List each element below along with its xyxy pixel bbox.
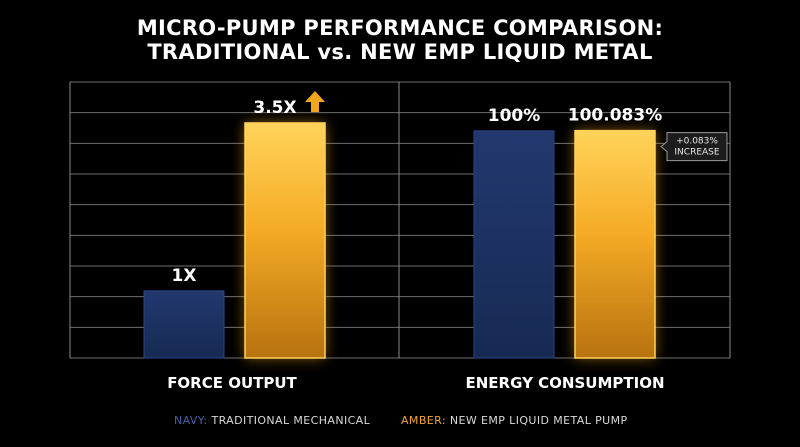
legend-text-navy: TRADITIONAL MECHANICAL — [211, 414, 371, 427]
increase-callout: +0.083%INCREASE — [660, 132, 728, 162]
legend-key-amber: AMBER: — [401, 414, 446, 427]
legend-key-navy: NAVY: — [174, 414, 208, 427]
callout-text: +0.083% — [676, 137, 718, 147]
bar-value-label: 3.5X — [253, 98, 296, 118]
labels: 1X 3.5X FORCE OUTPUT 100% 100.083% +0.083%INC… — [167, 90, 728, 392]
chart-title-line-1: MICRO-PUMP PERFORMANCE COMPARISON: — [136, 16, 664, 40]
up-arrow-icon — [305, 90, 325, 112]
chart-title-line-2: TRADITIONAL vs. NEW EMP LIQUID METAL — [147, 40, 653, 64]
bar-value-label: 1X — [172, 266, 197, 286]
callout-box — [660, 132, 728, 162]
legend-text-amber: NEW EMP LIQUID METAL PUMP — [449, 414, 628, 427]
callout-text: INCREASE — [674, 148, 719, 158]
bar-navy — [143, 290, 225, 359]
legend-item-amber: AMBER: NEW EMP LIQUID METAL PUMP — [401, 414, 628, 427]
bar-navy — [473, 130, 555, 359]
bar-value-label: 100.083% — [568, 106, 662, 126]
legend-item-navy: NAVY: TRADITIONAL MECHANICAL — [174, 414, 370, 427]
bar-amber — [574, 129, 656, 359]
bar-amber — [244, 122, 326, 359]
bar-value-label: 100% — [488, 106, 541, 126]
bars — [143, 122, 656, 359]
category-label: ENERGY CONSUMPTION — [466, 374, 665, 392]
category-label: FORCE OUTPUT — [167, 374, 297, 392]
